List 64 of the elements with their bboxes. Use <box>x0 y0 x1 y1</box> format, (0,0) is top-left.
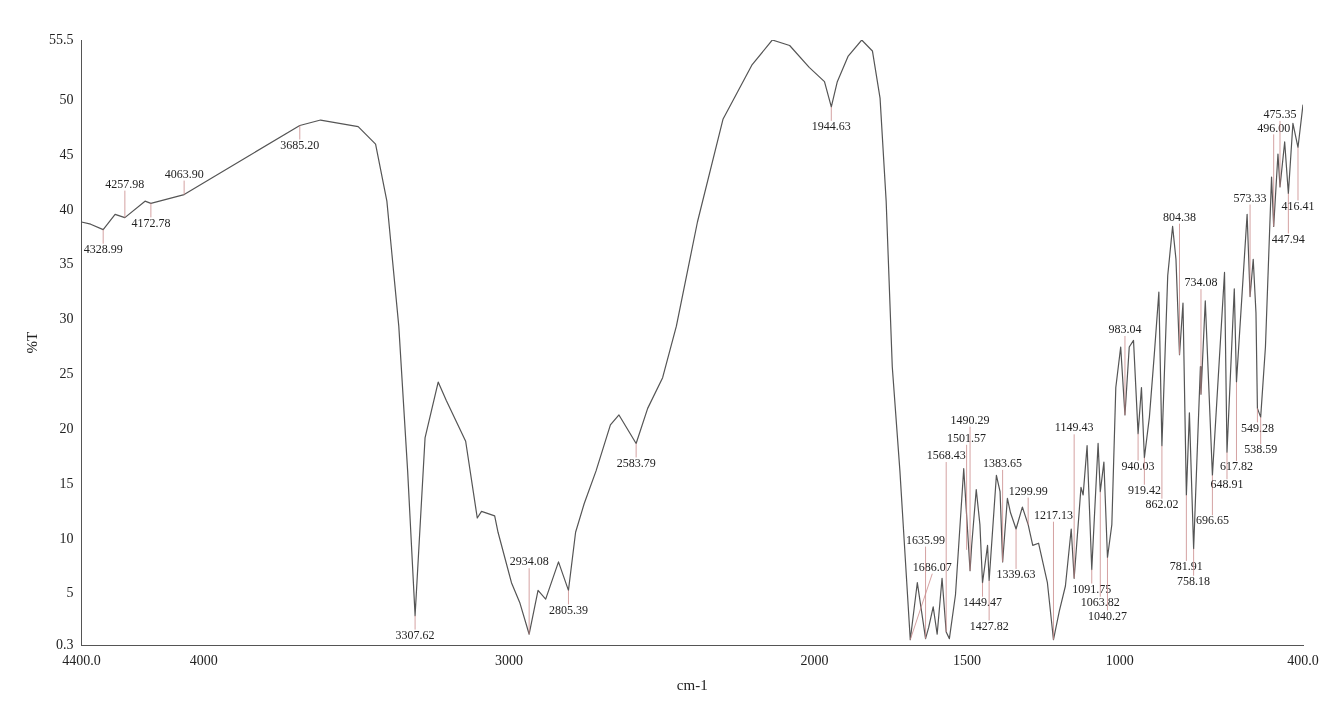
annotation: 758.18 <box>1177 573 1211 588</box>
annotation: 734.08 <box>1184 275 1218 290</box>
annotation: 447.94 <box>1271 231 1305 246</box>
annotation: 1944.63 <box>811 119 851 134</box>
annotation: 1490.29 <box>950 412 990 427</box>
x-tick-label: 2000 <box>800 653 829 669</box>
y-tick-label: 30 <box>59 311 74 327</box>
annotation: 416.41 <box>1281 198 1315 213</box>
y-axis-title: %T <box>23 331 40 354</box>
annotation: 1339.63 <box>996 567 1036 582</box>
y-tick-label: 0.3 <box>56 636 74 652</box>
y-tick-label: 35 <box>59 256 74 272</box>
annotation: 1427.82 <box>969 618 1009 633</box>
annotation: 617.82 <box>1219 459 1253 474</box>
annotation: 696.65 <box>1195 513 1229 528</box>
y-tick-label: 50 <box>59 91 74 107</box>
annotation: 648.91 <box>1210 477 1244 492</box>
x-tick-label: 1500 <box>953 653 982 669</box>
y-tick-label: 25 <box>59 366 74 382</box>
y-tick-label: 55.5 <box>49 31 74 47</box>
annotation: 983.04 <box>1108 322 1142 337</box>
annotation: 1635.99 <box>906 532 946 547</box>
annotation: 475.35 <box>1263 107 1297 122</box>
annotation: 1299.99 <box>1008 483 1048 498</box>
x-tick-label: 1000 <box>1105 653 1134 669</box>
annotation: 1568.43 <box>926 448 966 463</box>
annotation: 2583.79 <box>616 455 656 470</box>
annotation: 2934.08 <box>509 554 549 569</box>
annotation: 1501.57 <box>947 430 987 445</box>
annotation: 573.33 <box>1233 190 1267 205</box>
annotation: 538.59 <box>1244 442 1278 457</box>
annotation: 1091.75 <box>1072 581 1112 596</box>
y-tick-label: 5 <box>66 585 74 601</box>
annotation: 940.03 <box>1121 458 1155 473</box>
x-tick-label: 4000 <box>189 653 218 669</box>
y-tick-label: 45 <box>59 146 74 162</box>
annotation: 4257.98 <box>105 176 145 191</box>
y-tick-label: 15 <box>59 475 74 491</box>
annotation: 1063.82 <box>1080 594 1120 609</box>
annotation: 2805.39 <box>548 602 588 617</box>
annotation: 3307.62 <box>395 627 435 642</box>
annotation: 4328.99 <box>83 241 123 256</box>
annotation: 862.02 <box>1145 496 1179 511</box>
y-tick-label: 20 <box>59 420 74 436</box>
annotation: 496.00 <box>1257 120 1291 135</box>
annotation: 804.38 <box>1163 209 1197 224</box>
annotation: 3685.20 <box>280 137 320 152</box>
annotation: 4172.78 <box>131 215 171 230</box>
x-tick-label: 3000 <box>495 653 524 669</box>
annotation: 1449.47 <box>963 594 1003 609</box>
annotation: 549.28 <box>1240 420 1274 435</box>
y-tick-label: 10 <box>59 530 74 546</box>
x-axis-title: cm-1 <box>676 676 708 693</box>
x-tick-label: 400.0 <box>1287 653 1319 669</box>
annotation: 1383.65 <box>983 456 1023 471</box>
annotation: 1040.27 <box>1087 608 1127 623</box>
annotation: 4063.90 <box>164 166 204 181</box>
y-tick-label: 40 <box>59 201 74 217</box>
annotation: 1686.07 <box>912 559 952 574</box>
x-tick-label: 4400.0 <box>62 653 101 669</box>
annotation: 919.42 <box>1127 482 1161 497</box>
annotation: 1217.13 <box>1033 507 1073 522</box>
annotation: 781.91 <box>1169 559 1203 574</box>
annotation: 1149.43 <box>1054 420 1094 435</box>
